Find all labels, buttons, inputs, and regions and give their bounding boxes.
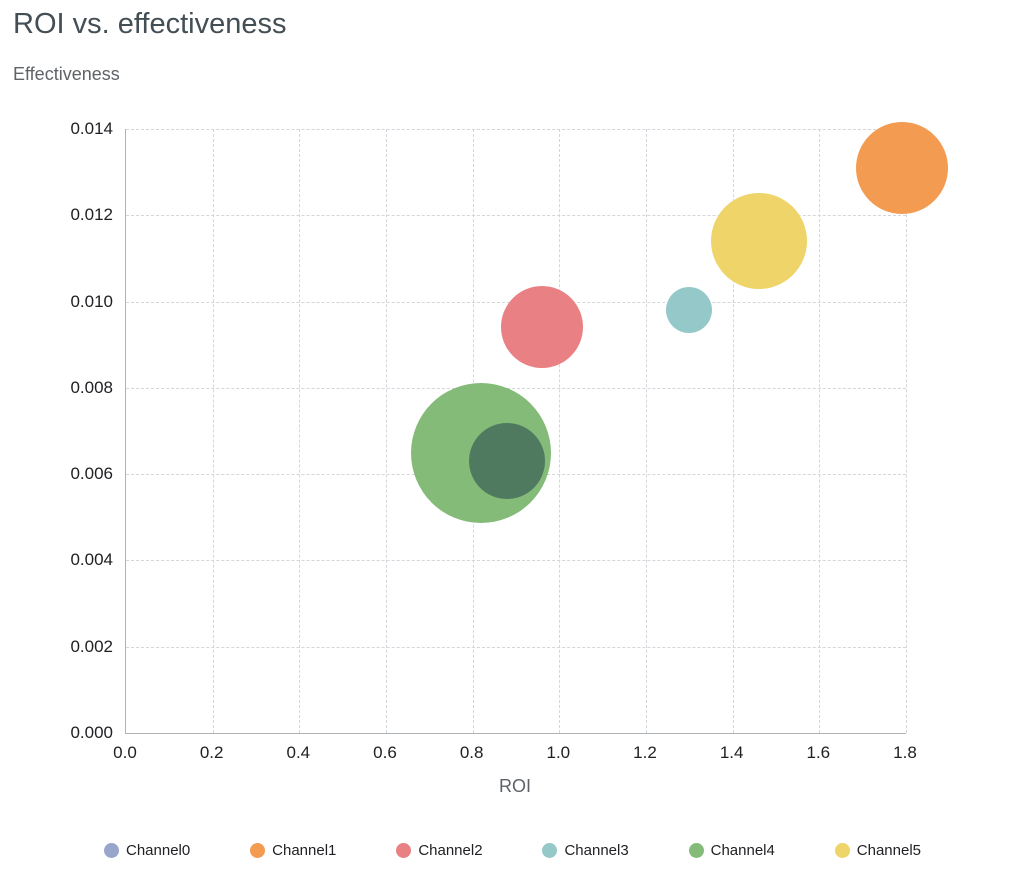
legend: Channel0 Channel1 Channel2 Channel3 Channel4… — [0, 842, 1024, 859]
gridline-vertical — [819, 129, 821, 733]
legend-item-channel4: Channel4 — [688, 842, 775, 859]
legend-item-channel2: Channel2 — [396, 842, 483, 859]
legend-label: Channel3 — [564, 842, 629, 859]
y-tick-label: 0.000 — [70, 723, 113, 742]
y-tick-label: 0.004 — [70, 550, 113, 570]
x-tick-label: 1.6 — [806, 743, 831, 762]
gridline-vertical — [559, 129, 561, 733]
legend-swatch-icon — [688, 843, 704, 858]
legend-item-channel0: Channel0 — [104, 842, 190, 859]
x-tick-label: 0.2 — [199, 743, 224, 762]
gridline-horizontal — [126, 215, 906, 217]
legend-label: Channel2 — [418, 842, 483, 859]
gridline-vertical — [646, 129, 647, 733]
y-tick-label: 0.006 — [70, 464, 113, 484]
gridline-horizontal — [126, 646, 906, 648]
gridline-horizontal — [126, 387, 906, 389]
bubble-channel5[interactable] — [710, 193, 807, 290]
legend-item-channel3: Channel3 — [542, 842, 629, 859]
legend-label: Channel0 — [126, 842, 191, 859]
chart-title: ROI vs. effectiveness — [13, 8, 287, 40]
y-tick-label: 0.008 — [70, 377, 113, 397]
gridline-vertical — [732, 129, 734, 733]
gridline-vertical — [906, 129, 907, 733]
gridline-vertical — [299, 129, 301, 733]
x-tick-label: 1.4 — [719, 743, 744, 762]
y-tick-label: 0.010 — [70, 291, 113, 311]
legend-swatch-icon — [834, 843, 850, 858]
gridline-vertical — [386, 129, 387, 733]
legend-swatch-icon — [250, 843, 266, 858]
gridline-horizontal — [126, 129, 906, 130]
gridline-vertical — [212, 129, 214, 733]
legend-swatch-icon — [104, 843, 119, 858]
y-tick-label: 0.012 — [70, 205, 113, 225]
bubble-channel4[interactable] — [411, 382, 552, 523]
bubble-channel2[interactable] — [501, 286, 583, 369]
bubble-layer — [126, 121, 948, 733]
x-tick-label: 0.0 — [113, 743, 137, 762]
x-tick-label: 0.6 — [373, 743, 397, 762]
legend-label: Channel1 — [272, 842, 337, 859]
legend-swatch-icon — [396, 843, 412, 858]
y-tick-label: 0.002 — [70, 636, 113, 656]
y-tick-label: 0.014 — [70, 119, 113, 138]
legend-swatch-icon — [542, 843, 558, 858]
x-tick-label: 1.0 — [546, 743, 571, 762]
x-tick-label: 0.8 — [459, 743, 484, 762]
bubble-channel1[interactable] — [855, 121, 948, 214]
plot-area — [125, 121, 948, 734]
legend-label: Channel4 — [710, 842, 775, 859]
gridline-horizontal — [126, 560, 906, 562]
y-axis-title: Effectiveness — [13, 64, 120, 84]
legend-item-channel5: Channel5 — [834, 842, 921, 859]
x-tick-label: 1.2 — [633, 743, 657, 762]
legend-item-channel1: Channel1 — [250, 842, 336, 859]
legend-label: Channel5 — [856, 842, 921, 859]
x-axis-title: ROI — [498, 776, 531, 796]
x-tick-label: 0.4 — [286, 743, 311, 762]
bubble-channel3[interactable] — [666, 287, 713, 334]
x-tick-label: 1.8 — [893, 743, 917, 762]
